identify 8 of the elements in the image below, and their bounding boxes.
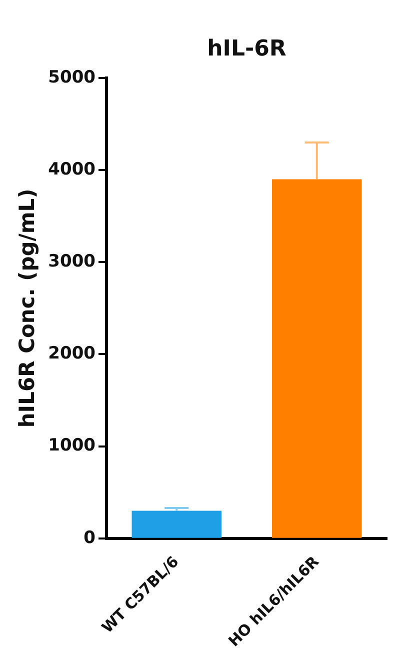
y-tick-label: 5000 [48, 67, 96, 88]
y-tick-label: 3000 [48, 252, 96, 272]
y-tick-label: 2000 [48, 344, 96, 364]
y-tick-label: 0 [84, 528, 96, 548]
y-axis-title: hIL6R Conc. (pg/mL) [15, 188, 40, 428]
y-tick-label: 4000 [48, 159, 96, 180]
chart-title: hIL-6R [207, 36, 286, 62]
y-tick-label: 1000 [48, 436, 96, 456]
